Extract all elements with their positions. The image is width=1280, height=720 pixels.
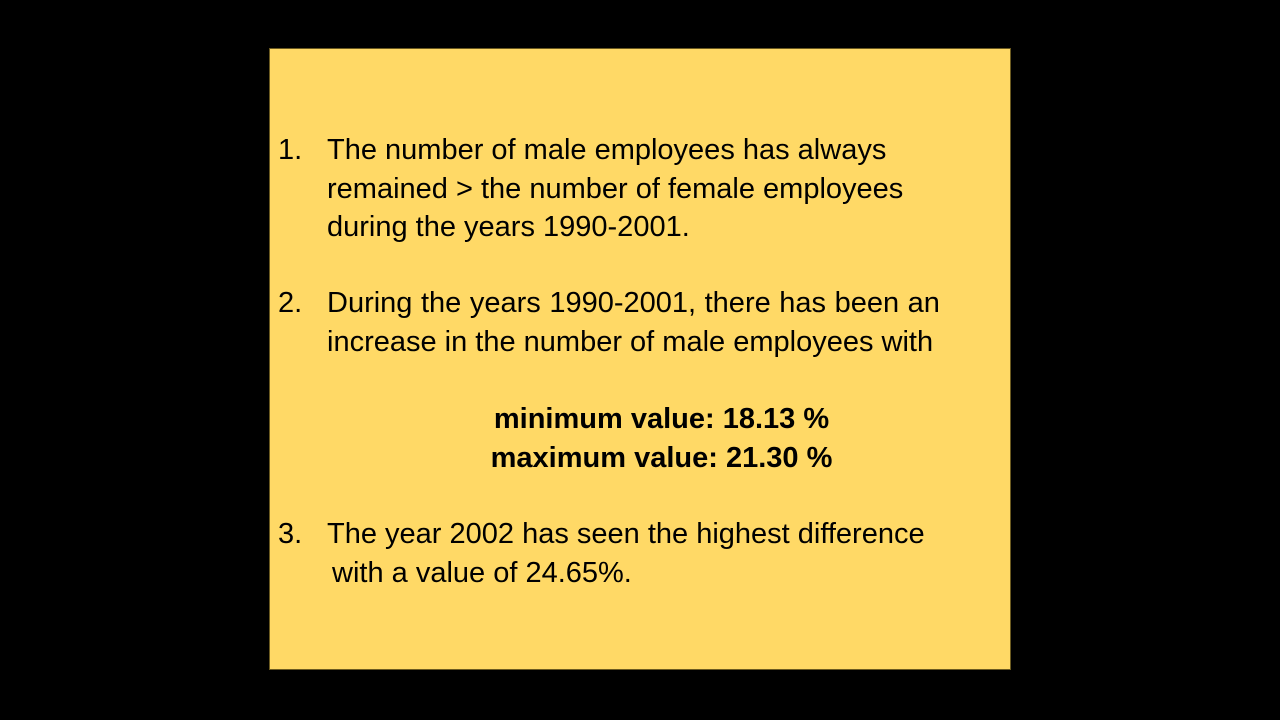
maximum-value: maximum value: 21.30 % [490,441,833,474]
list-number: 1. [278,134,303,166]
text-line: The number of male employees has always [327,134,887,166]
list-item-text: The year 2002 has seen the highest diffe… [327,515,1007,592]
text-line: with a value of 24.65%. [332,556,632,589]
list-number: 2. [278,287,303,319]
note-box: 1. The number of male employees has alwa… [269,48,1011,670]
minimum-value: minimum value: 18.13 % [493,403,830,435]
text-line: during the years 1990-2001. [327,211,690,243]
list-item-text: During the years 1990-2001, there has be… [327,284,1007,361]
text-line: During the years 1990-2001, there has be… [327,287,940,319]
text-line: The year 2002 has seen the highest diffe… [327,518,925,550]
list-item-text: The number of male employees has always … [327,131,1007,247]
text-line: remained > the number of female employee… [327,172,904,205]
text-line: increase in the number of male employees… [327,325,934,358]
stats-block: minimum value: 18.13 % maximum value: 21… [270,400,1053,477]
list-number: 3. [278,518,303,550]
